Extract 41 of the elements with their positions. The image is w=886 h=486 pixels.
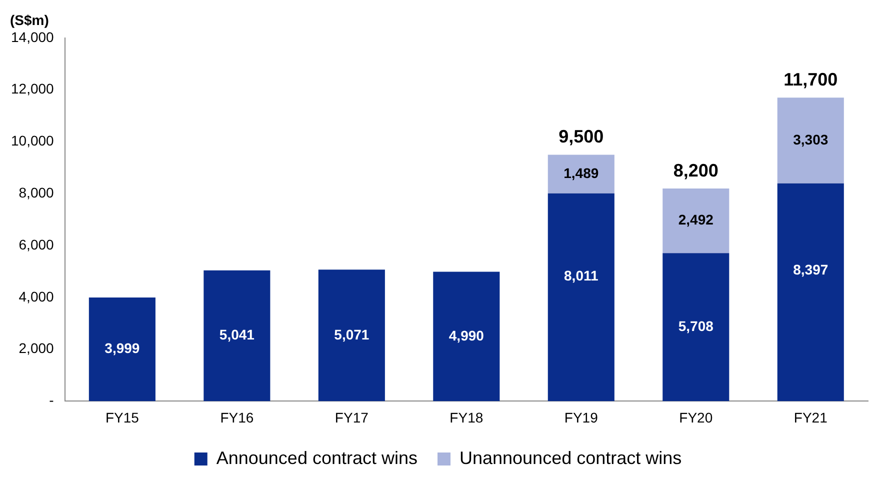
data-label: 5,708 xyxy=(678,318,714,334)
legend-label: Announced contract wins xyxy=(216,448,418,468)
total-label: 8,200 xyxy=(673,160,718,180)
x-tick-label: FY17 xyxy=(334,409,369,426)
data-label: 4,990 xyxy=(448,327,484,344)
y-tick-label: 10,000 xyxy=(10,132,54,149)
total-label: 9,500 xyxy=(558,126,604,147)
bar xyxy=(204,270,270,402)
x-tick-label: FY20 xyxy=(679,409,713,426)
data-label: 3,999 xyxy=(104,340,140,356)
x-tick-label: FY15 xyxy=(105,409,140,426)
y-tick-label: 12,000 xyxy=(10,80,54,97)
x-tick-label: FY16 xyxy=(220,409,254,426)
bar xyxy=(88,297,156,402)
bar xyxy=(777,98,844,184)
y-tick-label: 2,000 xyxy=(18,340,54,356)
bar xyxy=(662,253,730,402)
x-tick-label: FY21 xyxy=(794,409,828,426)
bar xyxy=(662,188,730,254)
y-tick-label: 14,000 xyxy=(10,28,54,45)
data-label: 1,489 xyxy=(564,164,599,181)
x-tick-label: FY19 xyxy=(564,409,598,426)
data-label: 8,397 xyxy=(793,261,828,278)
x-tick-label: FY18 xyxy=(450,409,484,426)
y-tick-label: 4,000 xyxy=(18,288,54,304)
data-label: 2,492 xyxy=(678,212,714,228)
bar xyxy=(433,272,500,402)
legend-label: Unannounced contract wins xyxy=(459,448,682,468)
data-label: 3,303 xyxy=(793,131,828,148)
data-label: 8,011 xyxy=(564,267,598,284)
bar xyxy=(548,193,614,402)
data-label: 5,071 xyxy=(334,326,370,342)
bar xyxy=(777,183,844,402)
bar xyxy=(318,270,385,402)
data-label: 5,041 xyxy=(219,326,255,343)
y-axis-title: (S$m) xyxy=(10,12,49,28)
y-tick-label: 8,000 xyxy=(18,184,54,201)
y-tick-label: - xyxy=(49,392,54,408)
total-label: 11,700 xyxy=(784,70,838,90)
bar xyxy=(548,154,614,194)
y-tick-label: 6,000 xyxy=(18,236,54,252)
